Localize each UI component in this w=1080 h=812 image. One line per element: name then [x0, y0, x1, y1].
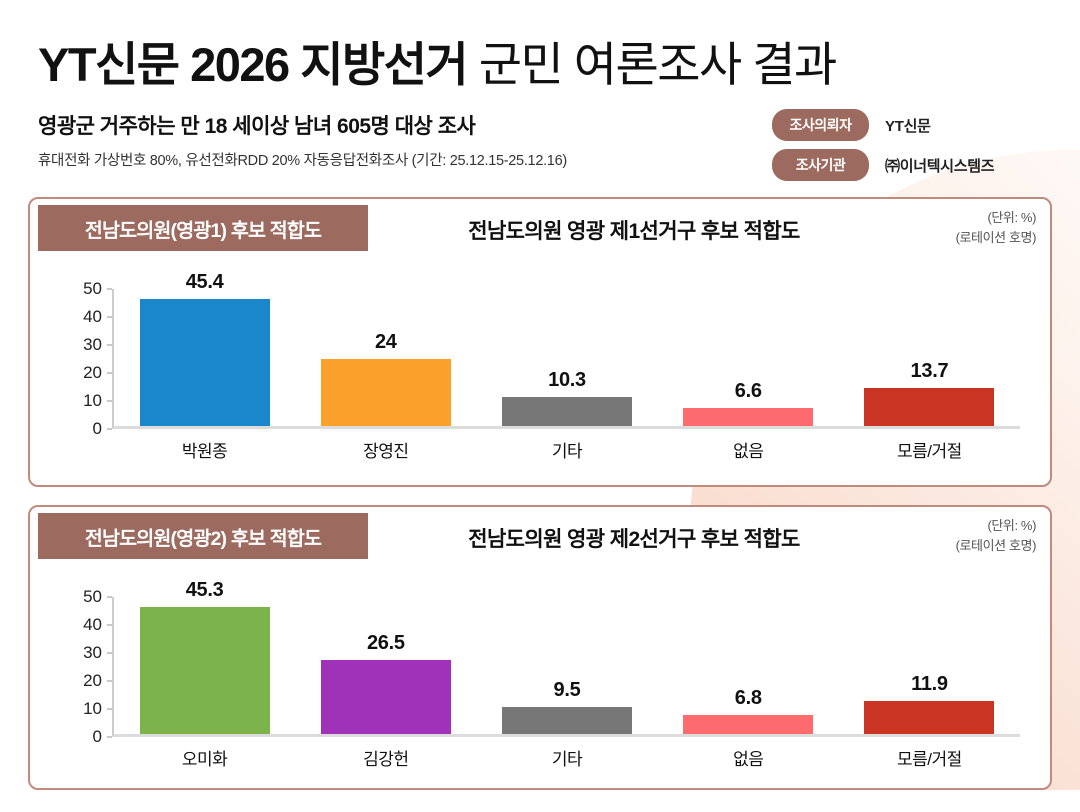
y-axis: 0 10 20 30 40 50	[60, 588, 112, 746]
chart-badge: 전남도의원(영광1) 후보 적합도	[38, 205, 368, 251]
bar	[864, 700, 995, 734]
bar-value-label: 10.3	[548, 369, 586, 392]
chart-notes: (단위: %) (로테이션 호명)	[900, 205, 1050, 247]
bar-column: 45.3 오미화	[114, 579, 295, 769]
panel-head: 전남도의원(영광1) 후보 적합도 전남도의원 영광 제1선거구 후보 적합도 …	[38, 205, 1050, 251]
y-tick-mark	[107, 344, 112, 346]
bar-value-label: 9.5	[553, 679, 581, 702]
y-tick-mark	[107, 708, 112, 710]
bar-category-label: 오미화	[181, 750, 228, 769]
y-tick-mark	[107, 624, 112, 626]
client-badge: 조사의뢰자	[772, 109, 869, 141]
bar-value-label: 11.9	[911, 672, 948, 695]
y-tick-mark	[107, 736, 112, 738]
chart-badge: 전남도의원(영광2) 후보 적합도	[38, 513, 368, 559]
page-title-bold: YT신문 2026 지방선거	[38, 38, 469, 91]
agency-badge: 조사기관	[772, 149, 869, 181]
page-title: YT신문 2026 지방선거 군민 여론조사 결과	[38, 26, 838, 95]
bar-column: 6.8 없음	[658, 597, 839, 769]
chart-notes: (단위: %) (로테이션 호명)	[900, 513, 1050, 555]
bar	[683, 714, 814, 734]
plot-area: 45.3 오미화 26.5 김강헌 9.5 기타 6.8 없음 11.9 모름/거절	[112, 579, 1020, 769]
bar-value-label: 45.3	[185, 579, 224, 602]
y-tick-mark	[107, 316, 112, 318]
survey-subtitle: 영광군 거주하는 만 18 세이상 남녀 605명 대상 조사	[38, 115, 476, 138]
y-tick-label: 30	[83, 643, 102, 662]
y-tick-label: 0	[92, 419, 102, 438]
chart-panel-district2: 전남도의원(영광2) 후보 적합도 전남도의원 영광 제2선거구 후보 적합도 …	[28, 505, 1052, 790]
header: YT신문 2026 지방선거 군민 여론조사 결과 영광군 거주하는 만 18 …	[0, 0, 1080, 197]
y-tick-mark	[107, 372, 112, 374]
bar-category-label: 모름/거절	[897, 442, 962, 461]
bar	[320, 358, 451, 426]
bar-category-label: 장영진	[363, 442, 409, 461]
y-tick-label: 10	[83, 391, 102, 410]
y-tick-label: 0	[92, 727, 102, 746]
chart-panel-district1: 전남도의원(영광1) 후보 적합도 전남도의원 영광 제1선거구 후보 적합도 …	[28, 197, 1052, 487]
chart-title: 전남도의원 영광 제2선거구 후보 적합도	[468, 528, 800, 551]
unit-note: (단위: %)	[987, 518, 1036, 533]
y-tick-mark	[107, 288, 112, 290]
rotation-note: (로테이션 호명)	[955, 229, 1037, 245]
bar-category-label: 박원종	[181, 442, 228, 461]
bar-chart: 0 10 20 30 40 50 45.4 박원종 24 장영진 10.3 기타 6.6 없음 13.7 모…	[60, 271, 1020, 461]
bar-value-label: 24	[374, 330, 397, 353]
bar-category-label: 김강헌	[363, 750, 409, 769]
client-value: YT신문	[885, 117, 931, 135]
unit-note: (단위: %)	[987, 210, 1036, 225]
y-axis: 0 10 20 30 40 50	[60, 280, 112, 438]
bar-category-label: 기타	[551, 750, 583, 769]
bar-chart: 0 10 20 30 40 50 45.3 오미화 26.5 김강헌 9.5 기타 6.8 없음 11.9…	[60, 579, 1020, 769]
bar-category-label: 기타	[551, 442, 583, 461]
bar-category-label: 없음	[733, 750, 764, 769]
y-tick-label: 20	[83, 671, 102, 690]
panel-head: 전남도의원(영광2) 후보 적합도 전남도의원 영광 제2선거구 후보 적합도 …	[38, 513, 1050, 559]
chart-title: 전남도의원 영광 제1선거구 후보 적합도	[468, 220, 800, 243]
page-title-light: 군민 여론조사 결과	[467, 38, 838, 91]
bar	[320, 659, 451, 734]
bar-column: 10.3 기타	[476, 289, 657, 461]
bar-value-label: 6.8	[734, 686, 762, 709]
y-tick-label: 10	[83, 699, 102, 718]
y-tick-mark	[107, 428, 112, 430]
y-tick-label: 50	[83, 587, 102, 606]
survey-info: 조사의뢰자 YT신문 조사기관 ㈜이너텍시스템즈	[772, 109, 995, 181]
bar-column: 13.7 모름/거절	[839, 289, 1020, 461]
bar	[683, 407, 814, 426]
y-tick-label: 30	[83, 335, 102, 354]
bar-value-label: 45.4	[185, 270, 224, 293]
bar-value-label: 26.5	[366, 631, 405, 654]
bar-value-label: 13.7	[910, 359, 949, 382]
y-tick-mark	[107, 652, 112, 654]
plot-area: 45.4 박원종 24 장영진 10.3 기타 6.6 없음 13.7 모름/거절	[112, 271, 1020, 461]
bar-column: 24 장영진	[295, 289, 476, 461]
bar	[502, 397, 632, 426]
bar-column: 6.6 없음	[658, 289, 839, 461]
bar-category-label: 없음	[733, 442, 764, 461]
y-tick-label: 50	[83, 279, 102, 298]
y-tick-mark	[107, 596, 112, 598]
bar-column: 45.4 박원종	[114, 271, 295, 461]
bar	[864, 387, 995, 426]
bar-value-label: 6.6	[734, 379, 762, 402]
agency-row: 조사기관 ㈜이너텍시스템즈	[772, 149, 995, 181]
bar	[502, 707, 632, 734]
survey-method: 휴대전화 가상번호 80%, 유선전화RDD 20% 자동응답전화조사 (기간:…	[38, 153, 567, 169]
y-tick-label: 20	[83, 363, 102, 382]
bar	[139, 298, 270, 426]
y-tick-mark	[107, 400, 112, 402]
y-tick-label: 40	[83, 307, 102, 326]
y-tick-mark	[107, 680, 112, 682]
y-tick-label: 40	[83, 615, 102, 634]
bar-category-label: 모름/거절	[897, 750, 962, 769]
bar-column: 26.5 김강헌	[295, 597, 476, 769]
agency-value: ㈜이너텍시스템즈	[885, 157, 995, 175]
bar-column: 11.9 모름/거절	[839, 597, 1020, 769]
client-row: 조사의뢰자 YT신문	[772, 109, 994, 141]
bar-column: 9.5 기타	[476, 597, 657, 769]
bar	[139, 607, 270, 734]
rotation-note: (로테이션 호명)	[955, 537, 1037, 553]
